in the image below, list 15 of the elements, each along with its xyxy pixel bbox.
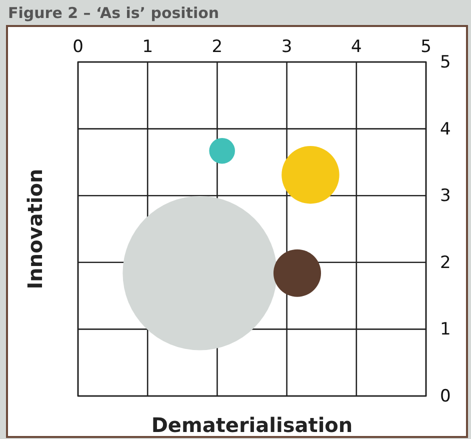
x-tick-label: 2	[212, 37, 223, 57]
x-tick-label: 4	[350, 37, 362, 57]
y-tick-label: 0	[440, 386, 451, 406]
chart-title: Figure 2 – ‘As is’ position	[8, 4, 220, 22]
y-tick-label: 5	[440, 52, 451, 72]
y-tick-label: 2	[440, 252, 451, 273]
x-tick-label: 5	[420, 37, 432, 57]
y-tick-label: 3	[440, 186, 451, 206]
x-axis-title: Dematerialisation	[151, 413, 353, 437]
y-tick-label: 1	[440, 320, 451, 340]
y-tick-label: 4	[440, 119, 451, 140]
y-axis-title: Innovation	[23, 168, 47, 290]
x-tick-label: 3	[281, 37, 292, 57]
x-tick-label: 0	[72, 37, 84, 57]
x-tick-label: 1	[142, 37, 154, 57]
